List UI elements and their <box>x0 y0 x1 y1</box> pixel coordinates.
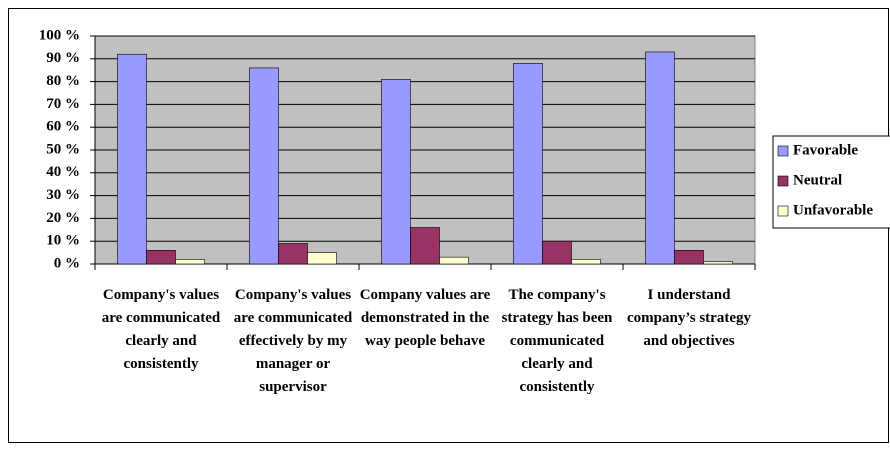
bar <box>117 53 147 265</box>
y-tick-label: 30 % <box>46 187 80 203</box>
y-tick-label: 90 % <box>46 50 80 66</box>
x-tick-label: The company's strategy has been communic… <box>501 287 613 395</box>
bar <box>175 259 205 265</box>
legend-label: Unfavorable <box>793 202 873 218</box>
bar <box>703 261 733 265</box>
y-tick-label: 100 % <box>39 27 80 43</box>
bar <box>249 67 279 265</box>
x-tick-label: I understand company’s strategy and obje… <box>626 287 751 349</box>
y-tick-label: 80 % <box>46 73 80 89</box>
bar <box>542 240 572 265</box>
y-tick-label: 10 % <box>46 233 80 249</box>
x-tick-label: Company values are demonstrated in the w… <box>359 287 491 349</box>
legend-swatch <box>777 175 789 187</box>
bar <box>146 250 176 265</box>
bar <box>645 51 675 265</box>
legend-label: Neutral <box>793 172 842 188</box>
bar <box>381 79 411 265</box>
y-tick-label: 20 % <box>46 210 80 226</box>
bar <box>513 63 543 265</box>
legend-label: Favorable <box>793 142 858 158</box>
bar <box>674 250 704 265</box>
y-tick-label: 0 % <box>54 255 80 271</box>
bar <box>307 252 337 265</box>
bar <box>278 243 308 265</box>
bar <box>571 259 601 265</box>
x-tick-label: Company's values are communicated effect… <box>233 287 353 395</box>
bar <box>410 227 440 265</box>
y-tick-label: 50 % <box>46 141 80 157</box>
legend-box <box>772 135 890 229</box>
x-tick-label: Company's values are communicated clearl… <box>101 287 221 372</box>
legend-swatch <box>777 145 789 157</box>
y-tick-label: 70 % <box>46 96 80 112</box>
bar <box>439 256 469 265</box>
y-tick-label: 40 % <box>46 164 80 180</box>
y-tick-label: 60 % <box>46 119 80 135</box>
legend-swatch <box>777 205 789 217</box>
